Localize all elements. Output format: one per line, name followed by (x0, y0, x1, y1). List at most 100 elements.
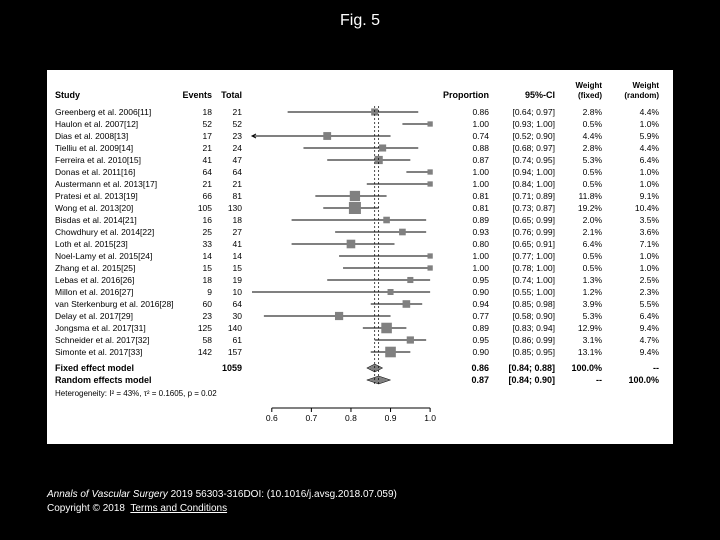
svg-text:27: 27 (233, 227, 243, 237)
svg-text:0.5%: 0.5% (583, 167, 603, 177)
svg-text:4.4%: 4.4% (640, 107, 660, 117)
svg-text:Austermann et al. 2013[17]: Austermann et al. 2013[17] (55, 179, 157, 189)
svg-text:[0.77; 1.00]: [0.77; 1.00] (512, 251, 555, 261)
svg-text:2.0%: 2.0% (583, 215, 603, 225)
svg-text:0.87: 0.87 (472, 155, 489, 165)
svg-text:0.5%: 0.5% (583, 179, 603, 189)
citation-text: 2019 56303-316DOI: (10.1016/j.avsg.2018.… (171, 489, 397, 500)
svg-text:10.4%: 10.4% (635, 203, 660, 213)
svg-text:21: 21 (233, 107, 243, 117)
svg-text:81: 81 (233, 191, 243, 201)
svg-text:[0.71; 0.89]: [0.71; 0.89] (512, 191, 555, 201)
svg-text:Heterogeneity: I² = 43%, τ² =: Heterogeneity: I² = 43%, τ² = 0.1605, p … (55, 389, 217, 398)
svg-text:9.4%: 9.4% (640, 323, 660, 333)
svg-text:0.5%: 0.5% (583, 263, 603, 273)
svg-text:0.95: 0.95 (472, 275, 489, 285)
svg-text:23: 23 (233, 131, 243, 141)
svg-text:11.8%: 11.8% (579, 191, 603, 201)
svg-text:0.90: 0.90 (472, 347, 489, 357)
svg-text:[0.94; 1.00]: [0.94; 1.00] (512, 167, 555, 177)
svg-text:105: 105 (198, 203, 212, 213)
svg-text:3.6%: 3.6% (640, 227, 660, 237)
svg-text:Total: Total (221, 90, 242, 100)
svg-text:19: 19 (233, 275, 243, 285)
svg-text:[0.78; 1.00]: [0.78; 1.00] (512, 263, 555, 273)
svg-text:1.00: 1.00 (472, 251, 489, 261)
svg-text:1.00: 1.00 (472, 167, 489, 177)
svg-text:95%-CI: 95%-CI (525, 90, 555, 100)
svg-text:5.3%: 5.3% (583, 311, 603, 321)
svg-text:6.4%: 6.4% (640, 311, 660, 321)
svg-text:Donas et al. 2011[16]: Donas et al. 2011[16] (55, 167, 135, 177)
svg-text:[0.73; 0.87]: [0.73; 0.87] (512, 203, 555, 213)
svg-text:Dias et al. 2008[13]: Dias et al. 2008[13] (55, 131, 128, 141)
svg-text:18: 18 (233, 215, 243, 225)
svg-text:Study: Study (55, 90, 80, 100)
svg-text:18: 18 (203, 275, 213, 285)
svg-text:Ferreira et al. 2010[15]: Ferreira et al. 2010[15] (55, 155, 141, 165)
svg-text:[0.58; 0.90]: [0.58; 0.90] (512, 311, 555, 321)
svg-text:1.2%: 1.2% (583, 287, 603, 297)
svg-text:0.80: 0.80 (472, 239, 489, 249)
svg-text:64: 64 (233, 299, 243, 309)
svg-text:9: 9 (207, 287, 212, 297)
svg-text:Schneider et al. 2017[32]: Schneider et al. 2017[32] (55, 335, 150, 345)
svg-text:Loth et al. 2015[23]: Loth et al. 2015[23] (55, 239, 128, 249)
svg-text:0.5%: 0.5% (583, 251, 603, 261)
terms-link[interactable]: Terms and Conditions (130, 503, 227, 514)
svg-text:Lebas et al. 2016[26]: Lebas et al. 2016[26] (55, 275, 134, 285)
svg-text:0.90: 0.90 (472, 287, 489, 297)
caption-block: Annals of Vascular Surgery 2019 56303-31… (47, 488, 397, 515)
svg-text:15: 15 (233, 263, 243, 273)
svg-text:0.5%: 0.5% (583, 119, 603, 129)
svg-text:13.1%: 13.1% (578, 347, 603, 357)
svg-text:(random): (random) (624, 91, 659, 100)
svg-text:Zhang et al. 2015[25]: Zhang et al. 2015[25] (55, 263, 135, 273)
svg-text:19.2%: 19.2% (578, 203, 603, 213)
svg-text:--: -- (596, 375, 602, 385)
svg-text:Haulon et al. 2007[12]: Haulon et al. 2007[12] (55, 119, 138, 129)
svg-text:21: 21 (203, 179, 213, 189)
svg-text:Chowdhury et al. 2014[22]: Chowdhury et al. 2014[22] (55, 227, 154, 237)
svg-text:25: 25 (203, 227, 213, 237)
svg-text:[0.84; 0.88]: [0.84; 0.88] (508, 363, 555, 373)
svg-text:Tielliu et al. 2009[14]: Tielliu et al. 2009[14] (55, 143, 133, 153)
copyright-text: Copyright © 2018 (47, 503, 125, 514)
svg-text:Random effects model: Random effects model (55, 375, 152, 385)
svg-text:2.3%: 2.3% (640, 287, 660, 297)
svg-text:[0.74; 0.95]: [0.74; 0.95] (512, 155, 555, 165)
svg-text:61: 61 (233, 335, 243, 345)
svg-text:Simonte et al. 2017[33]: Simonte et al. 2017[33] (55, 347, 142, 357)
svg-text:0.81: 0.81 (472, 203, 489, 213)
svg-text:100.0%: 100.0% (571, 363, 602, 373)
svg-text:12.9%: 12.9% (578, 323, 603, 333)
svg-text:[0.83; 0.94]: [0.83; 0.94] (512, 323, 555, 333)
svg-text:Pratesi et al. 2013[19]: Pratesi et al. 2013[19] (55, 191, 138, 201)
svg-text:1.00: 1.00 (472, 119, 489, 129)
svg-text:0.86: 0.86 (471, 363, 489, 373)
svg-text:van Sterkenburg et al. 2016[28: van Sterkenburg et al. 2016[28] (55, 299, 174, 309)
svg-text:Millon et al. 2016[27]: Millon et al. 2016[27] (55, 287, 133, 297)
svg-text:2.1%: 2.1% (583, 227, 603, 237)
svg-text:41: 41 (203, 155, 213, 165)
svg-text:0.9: 0.9 (385, 413, 397, 423)
svg-text:1.0: 1.0 (424, 413, 436, 423)
svg-text:14: 14 (203, 251, 213, 261)
svg-text:17: 17 (203, 131, 213, 141)
svg-text:15: 15 (203, 263, 213, 273)
svg-text:0.89: 0.89 (472, 215, 489, 225)
svg-text:2.8%: 2.8% (583, 143, 603, 153)
svg-text:0.88: 0.88 (472, 143, 489, 153)
svg-text:0.7: 0.7 (305, 413, 317, 423)
svg-text:4.7%: 4.7% (640, 335, 660, 345)
svg-text:0.81: 0.81 (472, 191, 489, 201)
svg-text:1.00: 1.00 (472, 179, 489, 189)
svg-text:5.9%: 5.9% (640, 131, 660, 141)
svg-text:21: 21 (233, 179, 243, 189)
svg-text:[0.74; 1.00]: [0.74; 1.00] (512, 275, 555, 285)
svg-text:18: 18 (203, 107, 213, 117)
svg-text:(fixed): (fixed) (578, 91, 602, 100)
svg-text:[0.76; 0.99]: [0.76; 0.99] (512, 227, 555, 237)
svg-text:[0.55; 1.00]: [0.55; 1.00] (512, 287, 555, 297)
svg-text:125: 125 (198, 323, 212, 333)
